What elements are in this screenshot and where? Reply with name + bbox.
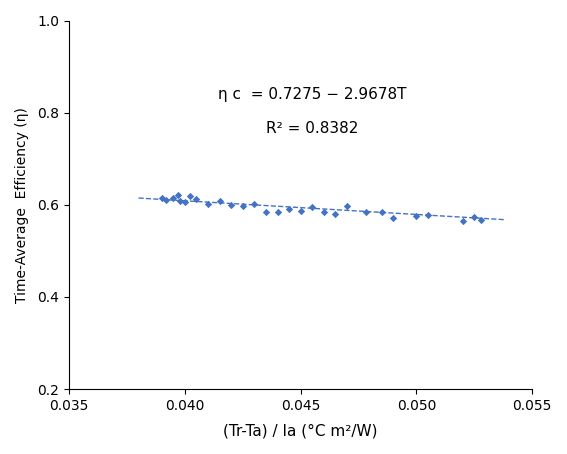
Point: [215, 197, 224, 205]
Text: η c  = 0.7275 − 2.9678T: η c = 0.7275 − 2.9678T: [218, 87, 407, 102]
Point: [331, 211, 340, 218]
Point: [285, 205, 294, 212]
Point: [424, 211, 433, 218]
X-axis label: (Tr-Ta) / Ia (°C m²/W): (Tr-Ta) / Ia (°C m²/W): [223, 424, 378, 439]
Point: [361, 208, 370, 216]
Point: [157, 194, 166, 202]
Y-axis label: Time-Average  Efficiency (η): Time-Average Efficiency (η): [15, 107, 29, 303]
Point: [377, 208, 386, 216]
Point: [261, 208, 270, 215]
Point: [174, 192, 183, 199]
Point: [319, 208, 328, 216]
Point: [176, 197, 185, 205]
Point: [470, 213, 479, 220]
Point: [238, 202, 247, 209]
Point: [250, 201, 259, 208]
Point: [412, 212, 421, 220]
Point: [308, 204, 317, 211]
Point: [204, 200, 213, 207]
Point: [342, 202, 352, 209]
Point: [273, 208, 282, 216]
Point: [169, 194, 178, 202]
Text: R² = 0.8382: R² = 0.8382: [266, 121, 358, 136]
Point: [389, 214, 398, 221]
Point: [162, 197, 171, 204]
Point: [477, 217, 486, 224]
Point: [192, 195, 201, 202]
Point: [185, 192, 194, 200]
Point: [227, 202, 236, 209]
Point: [180, 198, 189, 205]
Point: [296, 207, 305, 215]
Point: [458, 217, 467, 225]
